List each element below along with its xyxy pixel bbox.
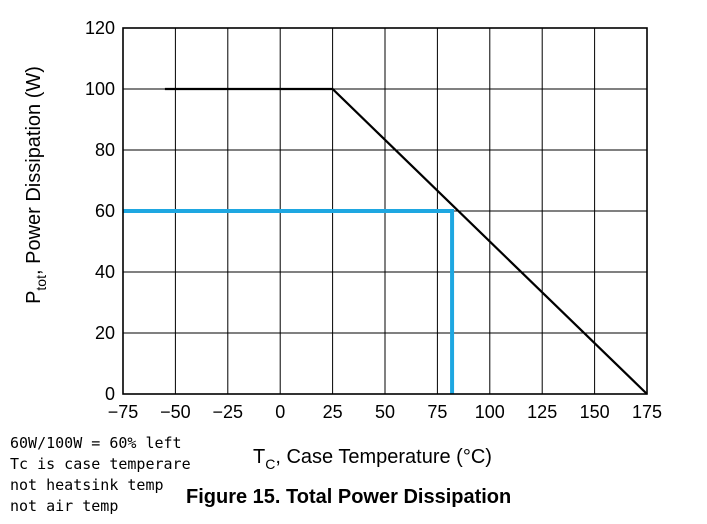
y-tick-label: 80 (95, 140, 115, 160)
x-tick-label: 25 (323, 402, 343, 422)
x-tick-label: 175 (632, 402, 662, 422)
x-tick-label: −50 (160, 402, 191, 422)
x-tick-label: 0 (275, 402, 285, 422)
x-axis-title: TC, Case Temperature (°C) (253, 446, 492, 472)
x-tick-label: 75 (427, 402, 447, 422)
x-tick-label: −75 (108, 402, 139, 422)
figure-caption: Figure 15. Total Power Dissipation (186, 486, 511, 508)
y-tick-label: 60 (95, 201, 115, 221)
note-line-3: not heatsink temp (10, 476, 164, 494)
y-axis-title-main: P (23, 291, 45, 304)
x-tick-label: 125 (527, 402, 557, 422)
y-tick-label: 100 (85, 79, 115, 99)
x-tick-label: 100 (475, 402, 505, 422)
series-line (164, 87, 648, 395)
note-line-4: not air temp (10, 497, 118, 515)
x-axis-title-main: T (253, 446, 265, 468)
x-tick-label: −25 (213, 402, 244, 422)
y-tick-label: 0 (105, 384, 115, 404)
x-tick-labels: −75 −50 −25 0 25 50 75 100 125 150 175 (108, 402, 662, 422)
y-tick-label: 20 (95, 323, 115, 343)
y-tick-label: 120 (85, 18, 115, 38)
y-tick-label: 40 (95, 262, 115, 282)
plot-frame (122, 27, 648, 395)
handwritten-note: 60W/100W = 60% left Tc is case temperare… (10, 434, 191, 515)
x-axis-title-sub: C (265, 456, 275, 472)
x-tick-label: 50 (375, 402, 395, 422)
x-tick-label: 150 (580, 402, 610, 422)
note-line-1: 60W/100W = 60% left (10, 434, 182, 452)
series-lines (164, 87, 648, 395)
annotation-lines (123, 209, 455, 394)
note-line-2: Tc is case temperare (10, 455, 191, 473)
y-axis-title: Ptot, Power Dissipation (W) (23, 66, 49, 304)
annotation-line (123, 209, 455, 394)
y-axis-title-sub: tot (33, 275, 49, 291)
y-axis-title-rest: , Power Dissipation (W) (23, 66, 45, 275)
y-tick-labels: 0 20 40 60 80 100 120 (85, 18, 115, 404)
x-axis-title-rest: , Case Temperature (°C) (275, 446, 492, 468)
